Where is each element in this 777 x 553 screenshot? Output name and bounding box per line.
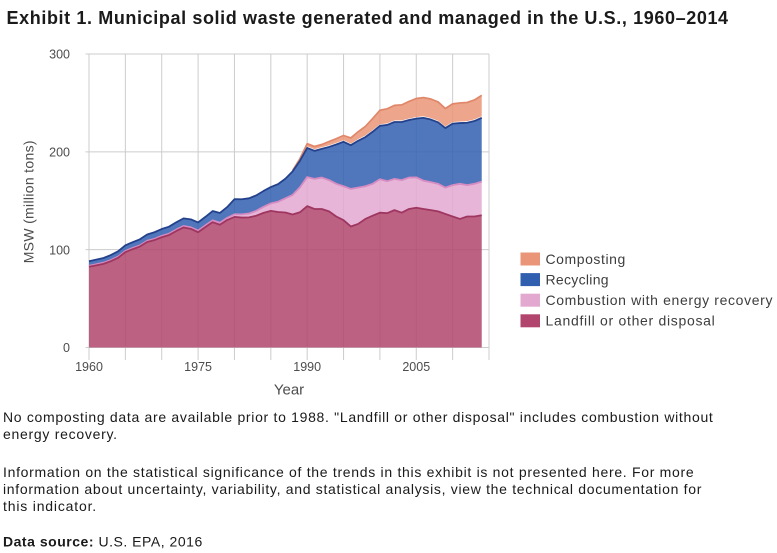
svg-text:1975: 1975 bbox=[184, 360, 212, 374]
svg-text:Landfill or other disposal: Landfill or other disposal bbox=[546, 313, 716, 329]
svg-text:Data source: U.S. EPA, 2016: Data source: U.S. EPA, 2016 bbox=[3, 533, 203, 549]
svg-text:this indicator.: this indicator. bbox=[3, 498, 97, 514]
svg-text:300: 300 bbox=[49, 48, 70, 62]
svg-text:Exhibit 1. Municipal solid was: Exhibit 1. Municipal solid waste generat… bbox=[7, 8, 729, 28]
svg-text:Combustion with energy recover: Combustion with energy recovery bbox=[546, 292, 774, 308]
svg-text:1990: 1990 bbox=[293, 360, 321, 374]
svg-text:2005: 2005 bbox=[402, 360, 430, 374]
svg-text:0: 0 bbox=[63, 341, 70, 355]
svg-text:Recycling: Recycling bbox=[546, 272, 609, 288]
svg-text:Year: Year bbox=[274, 382, 304, 399]
svg-text:No composting data are availab: No composting data are available prior t… bbox=[3, 409, 714, 425]
svg-text:Information on the statistical: Information on the statistical significa… bbox=[3, 464, 694, 480]
svg-text:200: 200 bbox=[49, 145, 70, 159]
svg-text:100: 100 bbox=[49, 243, 70, 257]
svg-text:information about uncertainty,: information about uncertainty, variabili… bbox=[3, 481, 702, 497]
svg-text:MSW (million tons): MSW (million tons) bbox=[21, 140, 37, 263]
svg-text:energy recovery.: energy recovery. bbox=[3, 426, 118, 442]
svg-text:1960: 1960 bbox=[75, 360, 103, 374]
svg-text:Composting: Composting bbox=[546, 251, 626, 267]
